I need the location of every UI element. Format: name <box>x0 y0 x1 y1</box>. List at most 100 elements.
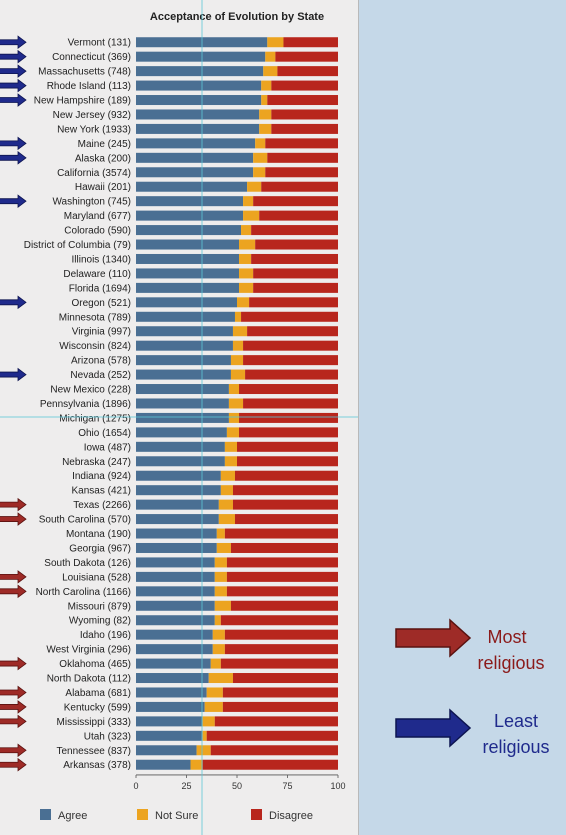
bar-colorado-disagree <box>251 225 338 236</box>
least-religious-arrow-icon-rhode-island <box>0 78 27 93</box>
legend-label-disagree: Disagree <box>269 810 313 822</box>
bar-texas-not-sure <box>218 499 233 510</box>
bar-wyoming-not-sure <box>214 615 221 626</box>
most-religious-arrow-icon-louisiana <box>0 570 27 584</box>
category-label-south-carolina: South Carolina (570) <box>39 515 131 526</box>
least-religious-arrow-icon-washington <box>0 194 27 208</box>
category-label-colorado: Colorado (590) <box>64 226 131 237</box>
bar-nebraska-not-sure <box>224 456 237 467</box>
bar-alaska-not-sure <box>253 152 268 163</box>
category-label-new-hampshire: New Hampshire (189) <box>34 96 131 107</box>
bar-iowa-disagree <box>237 441 338 452</box>
category-label-north-carolina: North Carolina (1166) <box>36 587 131 598</box>
bar-arizona-agree <box>136 355 231 366</box>
category-label-wyoming: Wyoming (82) <box>69 616 131 627</box>
bar-wisconsin-disagree <box>243 340 338 351</box>
big-blue-arrow-icon <box>395 708 472 748</box>
bar-mississippi-agree <box>136 716 203 727</box>
category-label-georgia: Georgia (967) <box>69 543 131 554</box>
bar-nebraska-agree <box>136 456 225 467</box>
bar-arizona-disagree <box>243 355 338 366</box>
bar-colorado-agree <box>136 225 242 236</box>
marker-arrows <box>0 35 27 772</box>
bar-hawaii-agree <box>136 181 248 192</box>
bar-utah-agree <box>136 730 203 741</box>
bar-new-jersey-agree <box>136 109 260 120</box>
bar-california-not-sure <box>253 167 266 178</box>
bar-arkansas-agree <box>136 759 191 770</box>
category-label-south-dakota: South Dakota (126) <box>44 558 131 569</box>
bar-virginia-agree <box>136 326 233 337</box>
category-label-maryland: Maryland (677) <box>64 211 131 222</box>
bar-tennessee-agree <box>136 745 197 756</box>
bar-connecticut-disagree <box>275 51 338 62</box>
bar-new-hampshire-not-sure <box>261 95 268 106</box>
category-label-oregon: Oregon (521) <box>72 298 131 309</box>
bar-montana-not-sure <box>216 528 225 539</box>
category-label-illinois: Illinois (1340) <box>72 254 131 265</box>
most-religious-arrow-icon-oklahoma <box>0 656 27 671</box>
bar-pennsylvania-not-sure <box>228 398 244 409</box>
bar-rhode-island-not-sure <box>261 80 272 91</box>
category-label-wisconsin: Wisconsin (824) <box>59 341 131 352</box>
bar-arkansas-not-sure <box>190 759 203 770</box>
bar-florida-disagree <box>253 282 338 293</box>
legend-swatch-not-sure <box>137 809 148 820</box>
bar-iowa-agree <box>136 441 225 452</box>
category-label-arizona: Arizona (578) <box>71 356 131 367</box>
bar-pennsylvania-agree <box>136 398 229 409</box>
bar-illinois-disagree <box>251 253 338 264</box>
category-label-louisiana: Louisiana (528) <box>62 572 131 583</box>
x-tick-label-50: 50 <box>232 781 242 791</box>
legend-swatch-disagree <box>251 809 262 820</box>
bar-arizona-not-sure <box>230 355 244 366</box>
least-religious-line1: Least <box>494 711 538 731</box>
bar-pennsylvania-disagree <box>243 398 338 409</box>
bar-new-hampshire-agree <box>136 95 262 106</box>
bar-iowa-not-sure <box>224 441 237 452</box>
most-religious-line1: Most <box>487 627 526 647</box>
bar-tennessee-disagree <box>210 745 338 756</box>
category-label-michigan: Michigan (1275) <box>59 413 131 424</box>
bar-hawaii-not-sure <box>247 181 262 192</box>
least-religious-arrow-icon-alaska <box>0 151 27 165</box>
bar-maryland-agree <box>136 210 244 221</box>
bar-north-dakota-not-sure <box>208 673 233 684</box>
category-label-indiana: Indiana (924) <box>72 471 131 482</box>
bar-north-dakota-disagree <box>232 673 338 684</box>
bar-georgia-disagree <box>230 542 338 553</box>
bar-washington-disagree <box>253 196 338 207</box>
bar-montana-agree <box>136 528 217 539</box>
bar-vermont-disagree <box>283 37 338 48</box>
bar-wisconsin-agree <box>136 340 233 351</box>
bar-missouri-disagree <box>230 600 338 611</box>
bar-north-carolina-agree <box>136 586 215 597</box>
x-tick-label-0: 0 <box>133 781 138 791</box>
bar-delaware-agree <box>136 268 240 279</box>
chart-title: Acceptance of Evolution by State <box>150 11 324 23</box>
bar-west-virginia-agree <box>136 644 213 655</box>
category-label-nebraska: Nebraska (247) <box>62 457 131 468</box>
bar-massachusetts-not-sure <box>263 66 278 77</box>
bar-florida-agree <box>136 282 240 293</box>
most-religious-annotation: Most religious <box>395 618 545 673</box>
category-label-tennessee: Tennessee (837) <box>57 746 132 757</box>
bar-new-mexico-agree <box>136 384 229 395</box>
bar-maine-not-sure <box>255 138 266 149</box>
bar-south-carolina-agree <box>136 514 219 525</box>
bar-south-carolina-not-sure <box>218 514 235 525</box>
most-religious-line2: religious <box>477 653 544 673</box>
category-label-missouri: Missouri (879) <box>68 601 131 612</box>
bar-georgia-not-sure <box>216 542 231 553</box>
category-label-massachusetts: Massachusetts (748) <box>38 67 131 78</box>
category-label-kansas: Kansas (421) <box>72 486 131 497</box>
category-label-ohio: Ohio (1654) <box>78 428 131 439</box>
bar-california-agree <box>136 167 254 178</box>
bar-ohio-disagree <box>239 427 338 438</box>
bar-texas-disagree <box>232 499 338 510</box>
bar-maryland-disagree <box>259 210 338 221</box>
most-religious-arrow-icon-kentucky <box>0 700 27 714</box>
category-label-arkansas: Arkansas (378) <box>63 760 131 771</box>
bar-illinois-agree <box>136 253 240 264</box>
category-label-idaho: Idaho (196) <box>80 630 131 641</box>
